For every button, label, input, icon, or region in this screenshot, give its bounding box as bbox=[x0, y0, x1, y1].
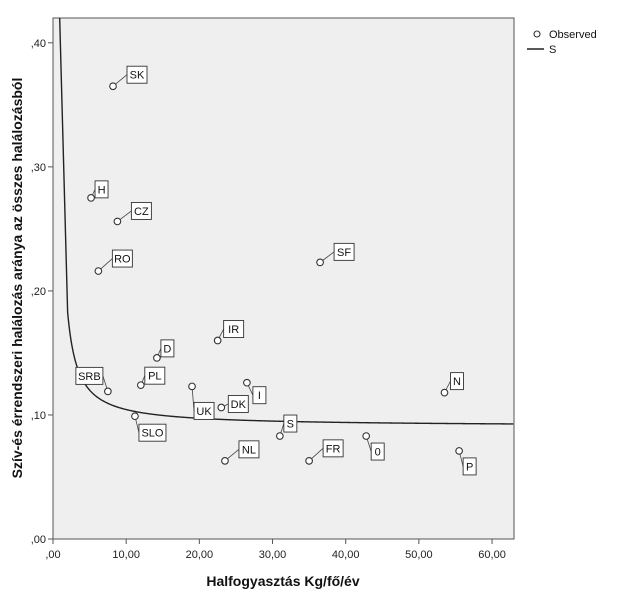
x-tick-label: 50,00 bbox=[405, 549, 433, 561]
data-point-dk: DK bbox=[217, 395, 249, 413]
data-point-ir: IR bbox=[213, 320, 245, 345]
y-axis-title: Szív-és érrendszeri halálozás aránya az … bbox=[9, 78, 25, 479]
point-label-box bbox=[126, 65, 148, 84]
point-label-box bbox=[370, 442, 385, 461]
point-label-box bbox=[227, 395, 249, 413]
point-marker bbox=[275, 432, 284, 440]
x-tick-label: 30,00 bbox=[259, 549, 287, 561]
point-label: CZ bbox=[134, 206, 149, 218]
x-tick-label: 60,00 bbox=[478, 549, 506, 561]
data-points: SK H CZ RO SF IR D PL SRB SLO UK DK I NL S FR 0 N P bbox=[75, 65, 477, 476]
point-marker bbox=[243, 378, 251, 387]
point-marker bbox=[188, 382, 196, 391]
x-tick-label: ,00 bbox=[45, 549, 60, 561]
point-label: P bbox=[466, 461, 473, 473]
point-label-box bbox=[322, 439, 344, 458]
data-point-0: 0 bbox=[362, 432, 385, 461]
data-point-s: S bbox=[275, 414, 298, 440]
point-label: SF bbox=[337, 247, 351, 259]
data-point-pl: PL bbox=[136, 366, 166, 390]
data-point-fr: FR bbox=[305, 439, 344, 465]
point-label-box bbox=[252, 386, 267, 405]
point-label-box bbox=[111, 249, 133, 268]
data-point-nl: NL bbox=[221, 440, 260, 465]
y-tick-label: ,20 bbox=[31, 286, 46, 298]
point-label: D bbox=[163, 343, 171, 355]
y-tick-label: ,10 bbox=[31, 410, 46, 422]
x-axis-ticks: ,00 10,00 20,00 30,00 40,00 50,00 60,00 bbox=[45, 539, 506, 561]
x-axis-title: Halfogyasztás Kg/fő/év bbox=[206, 573, 359, 589]
point-label-box bbox=[193, 401, 215, 420]
point-marker bbox=[104, 387, 112, 396]
data-point-d: D bbox=[153, 339, 175, 362]
data-point-srb: SRB bbox=[75, 366, 112, 396]
point-marker bbox=[136, 381, 145, 390]
point-marker bbox=[305, 457, 313, 465]
point-label-box bbox=[144, 366, 166, 385]
point-label-box bbox=[94, 180, 109, 199]
point-label-box bbox=[450, 372, 464, 391]
point-marker bbox=[131, 412, 139, 421]
point-label: H bbox=[98, 184, 106, 196]
point-label-box bbox=[160, 339, 175, 358]
point-label: DK bbox=[231, 399, 247, 411]
point-marker bbox=[455, 447, 463, 455]
point-marker bbox=[94, 267, 103, 275]
legend-observed-marker bbox=[533, 30, 541, 38]
point-label: NL bbox=[242, 444, 256, 456]
data-point-i: I bbox=[243, 378, 267, 405]
point-marker bbox=[217, 403, 226, 412]
point-label-box bbox=[223, 320, 245, 338]
legend: Observed S bbox=[527, 29, 597, 56]
x-tick-label: 40,00 bbox=[332, 549, 360, 561]
point-label-box bbox=[462, 457, 477, 476]
point-marker bbox=[109, 82, 117, 91]
y-tick-label: ,00 bbox=[31, 534, 46, 546]
point-label: UK bbox=[196, 406, 212, 418]
data-point-h: H bbox=[87, 180, 109, 202]
y-tick-label: ,30 bbox=[31, 162, 46, 174]
point-label: RO bbox=[114, 254, 131, 266]
y-axis-ticks: ,00 ,10 ,20 ,30 ,40 bbox=[31, 38, 53, 546]
x-tick-label: 10,00 bbox=[112, 549, 140, 561]
data-point-cz: CZ bbox=[113, 201, 152, 226]
point-marker bbox=[113, 217, 122, 226]
data-point-slo: SLO bbox=[131, 412, 167, 442]
point-label-box bbox=[130, 201, 152, 220]
point-marker bbox=[362, 432, 371, 440]
x-tick-label: 20,00 bbox=[186, 549, 214, 561]
point-label: S bbox=[287, 419, 294, 431]
point-label-box bbox=[138, 423, 167, 442]
point-label: N bbox=[453, 376, 461, 388]
point-label: FR bbox=[326, 443, 341, 455]
point-marker bbox=[440, 388, 449, 397]
y-tick-label: ,40 bbox=[31, 38, 46, 50]
point-label-box bbox=[75, 366, 104, 385]
point-label: SLO bbox=[141, 428, 163, 440]
point-label: SK bbox=[130, 70, 145, 82]
point-label-box bbox=[333, 242, 355, 261]
data-point-uk: UK bbox=[188, 382, 215, 420]
point-label: IR bbox=[228, 324, 239, 336]
data-point-sf: SF bbox=[316, 242, 355, 267]
data-point-n: N bbox=[440, 372, 464, 397]
plot-area bbox=[52, 17, 515, 540]
legend-s-label: S bbox=[549, 44, 556, 56]
point-label: 0 bbox=[375, 447, 381, 459]
point-marker bbox=[316, 258, 324, 267]
point-marker bbox=[153, 354, 161, 362]
point-label: PL bbox=[148, 371, 161, 383]
data-point-sk: SK bbox=[109, 65, 148, 91]
legend-observed-label: Observed bbox=[549, 29, 597, 41]
data-point-p: P bbox=[455, 447, 477, 476]
point-marker bbox=[221, 457, 229, 465]
point-marker bbox=[213, 336, 222, 345]
point-label: SRB bbox=[78, 371, 101, 383]
point-label: I bbox=[258, 390, 261, 402]
point-marker bbox=[87, 194, 95, 202]
point-label-box bbox=[283, 414, 298, 433]
data-point-ro: RO bbox=[94, 249, 133, 275]
point-label-box bbox=[238, 440, 260, 459]
